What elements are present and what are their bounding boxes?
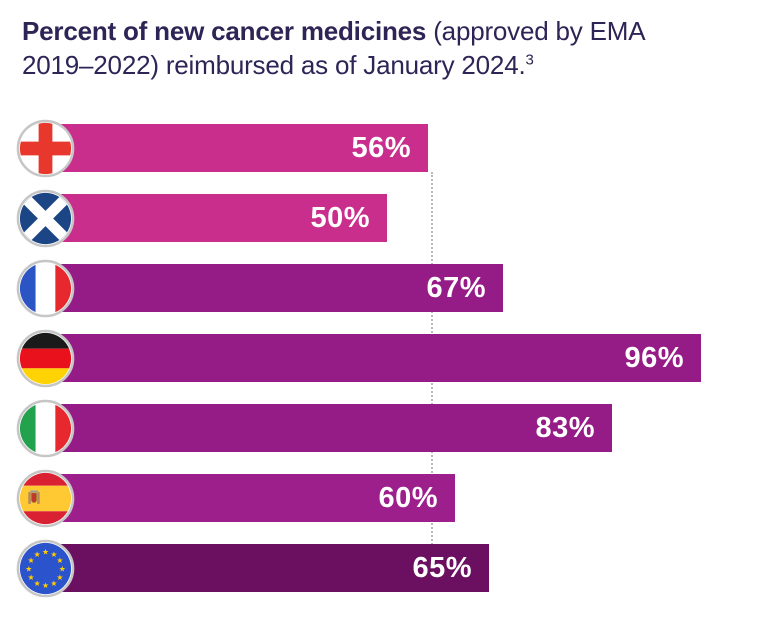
france-flag-icon [16,259,75,318]
footnote-marker: 3 [525,51,534,69]
bar-row-scotland: 50% [16,183,760,253]
svg-text:★: ★ [28,572,35,581]
svg-text:★: ★ [25,564,32,573]
bar-value-label: 67% [426,271,486,304]
spain-flag-icon [16,469,75,528]
chart-title-regular: (approved by EMA [426,16,646,46]
england-flag-icon [16,119,75,178]
germany-flag-icon [16,329,75,388]
svg-text:★: ★ [56,556,63,565]
svg-text:★: ★ [59,564,66,573]
bar-spain: 60% [46,474,455,522]
bar-row-france: 67% [16,253,760,323]
svg-text:★: ★ [34,549,41,558]
bar-row-germany: 96% [16,323,760,393]
eu-flag-icon: ★ ★ ★ ★ ★ ★ ★ ★ ★ ★ ★ ★ [16,539,75,598]
bar-england: 56% [46,124,428,172]
bar-row-italy: 83% [16,393,760,463]
bar-value-label: 60% [378,481,438,514]
bar-france: 67% [46,264,503,312]
bar-row-eu: ★ ★ ★ ★ ★ ★ ★ ★ ★ ★ ★ ★ 65% [16,533,760,603]
chart-title-bold: Percent of new cancer medicines [22,16,427,46]
bar-chart: 56% 50% [0,113,760,603]
svg-text:★: ★ [56,572,63,581]
svg-text:★: ★ [42,547,49,556]
svg-text:★: ★ [42,581,49,590]
svg-text:★: ★ [50,578,57,587]
bar-scotland: 50% [46,194,387,242]
bar-row-england: 56% [16,113,760,183]
bar-italy: 83% [46,404,612,452]
chart-title: Percent of new cancer medicines (approve… [0,0,760,82]
bar-row-spain: 60% [16,463,760,533]
scotland-flag-icon [16,189,75,248]
svg-text:★: ★ [28,556,35,565]
bar-value-label: 50% [310,201,370,234]
bar-germany: 96% [46,334,701,382]
bar-eu: 65% [46,544,489,592]
bar-value-label: 56% [351,131,411,164]
svg-text:★: ★ [34,578,41,587]
chart-title-line2: 2019–2022) reimbursed as of January 2024… [22,50,526,80]
bar-value-label: 96% [624,341,684,374]
italy-flag-icon [16,399,75,458]
bar-value-label: 65% [412,551,472,584]
svg-text:★: ★ [50,549,57,558]
bar-value-label: 83% [535,411,595,444]
